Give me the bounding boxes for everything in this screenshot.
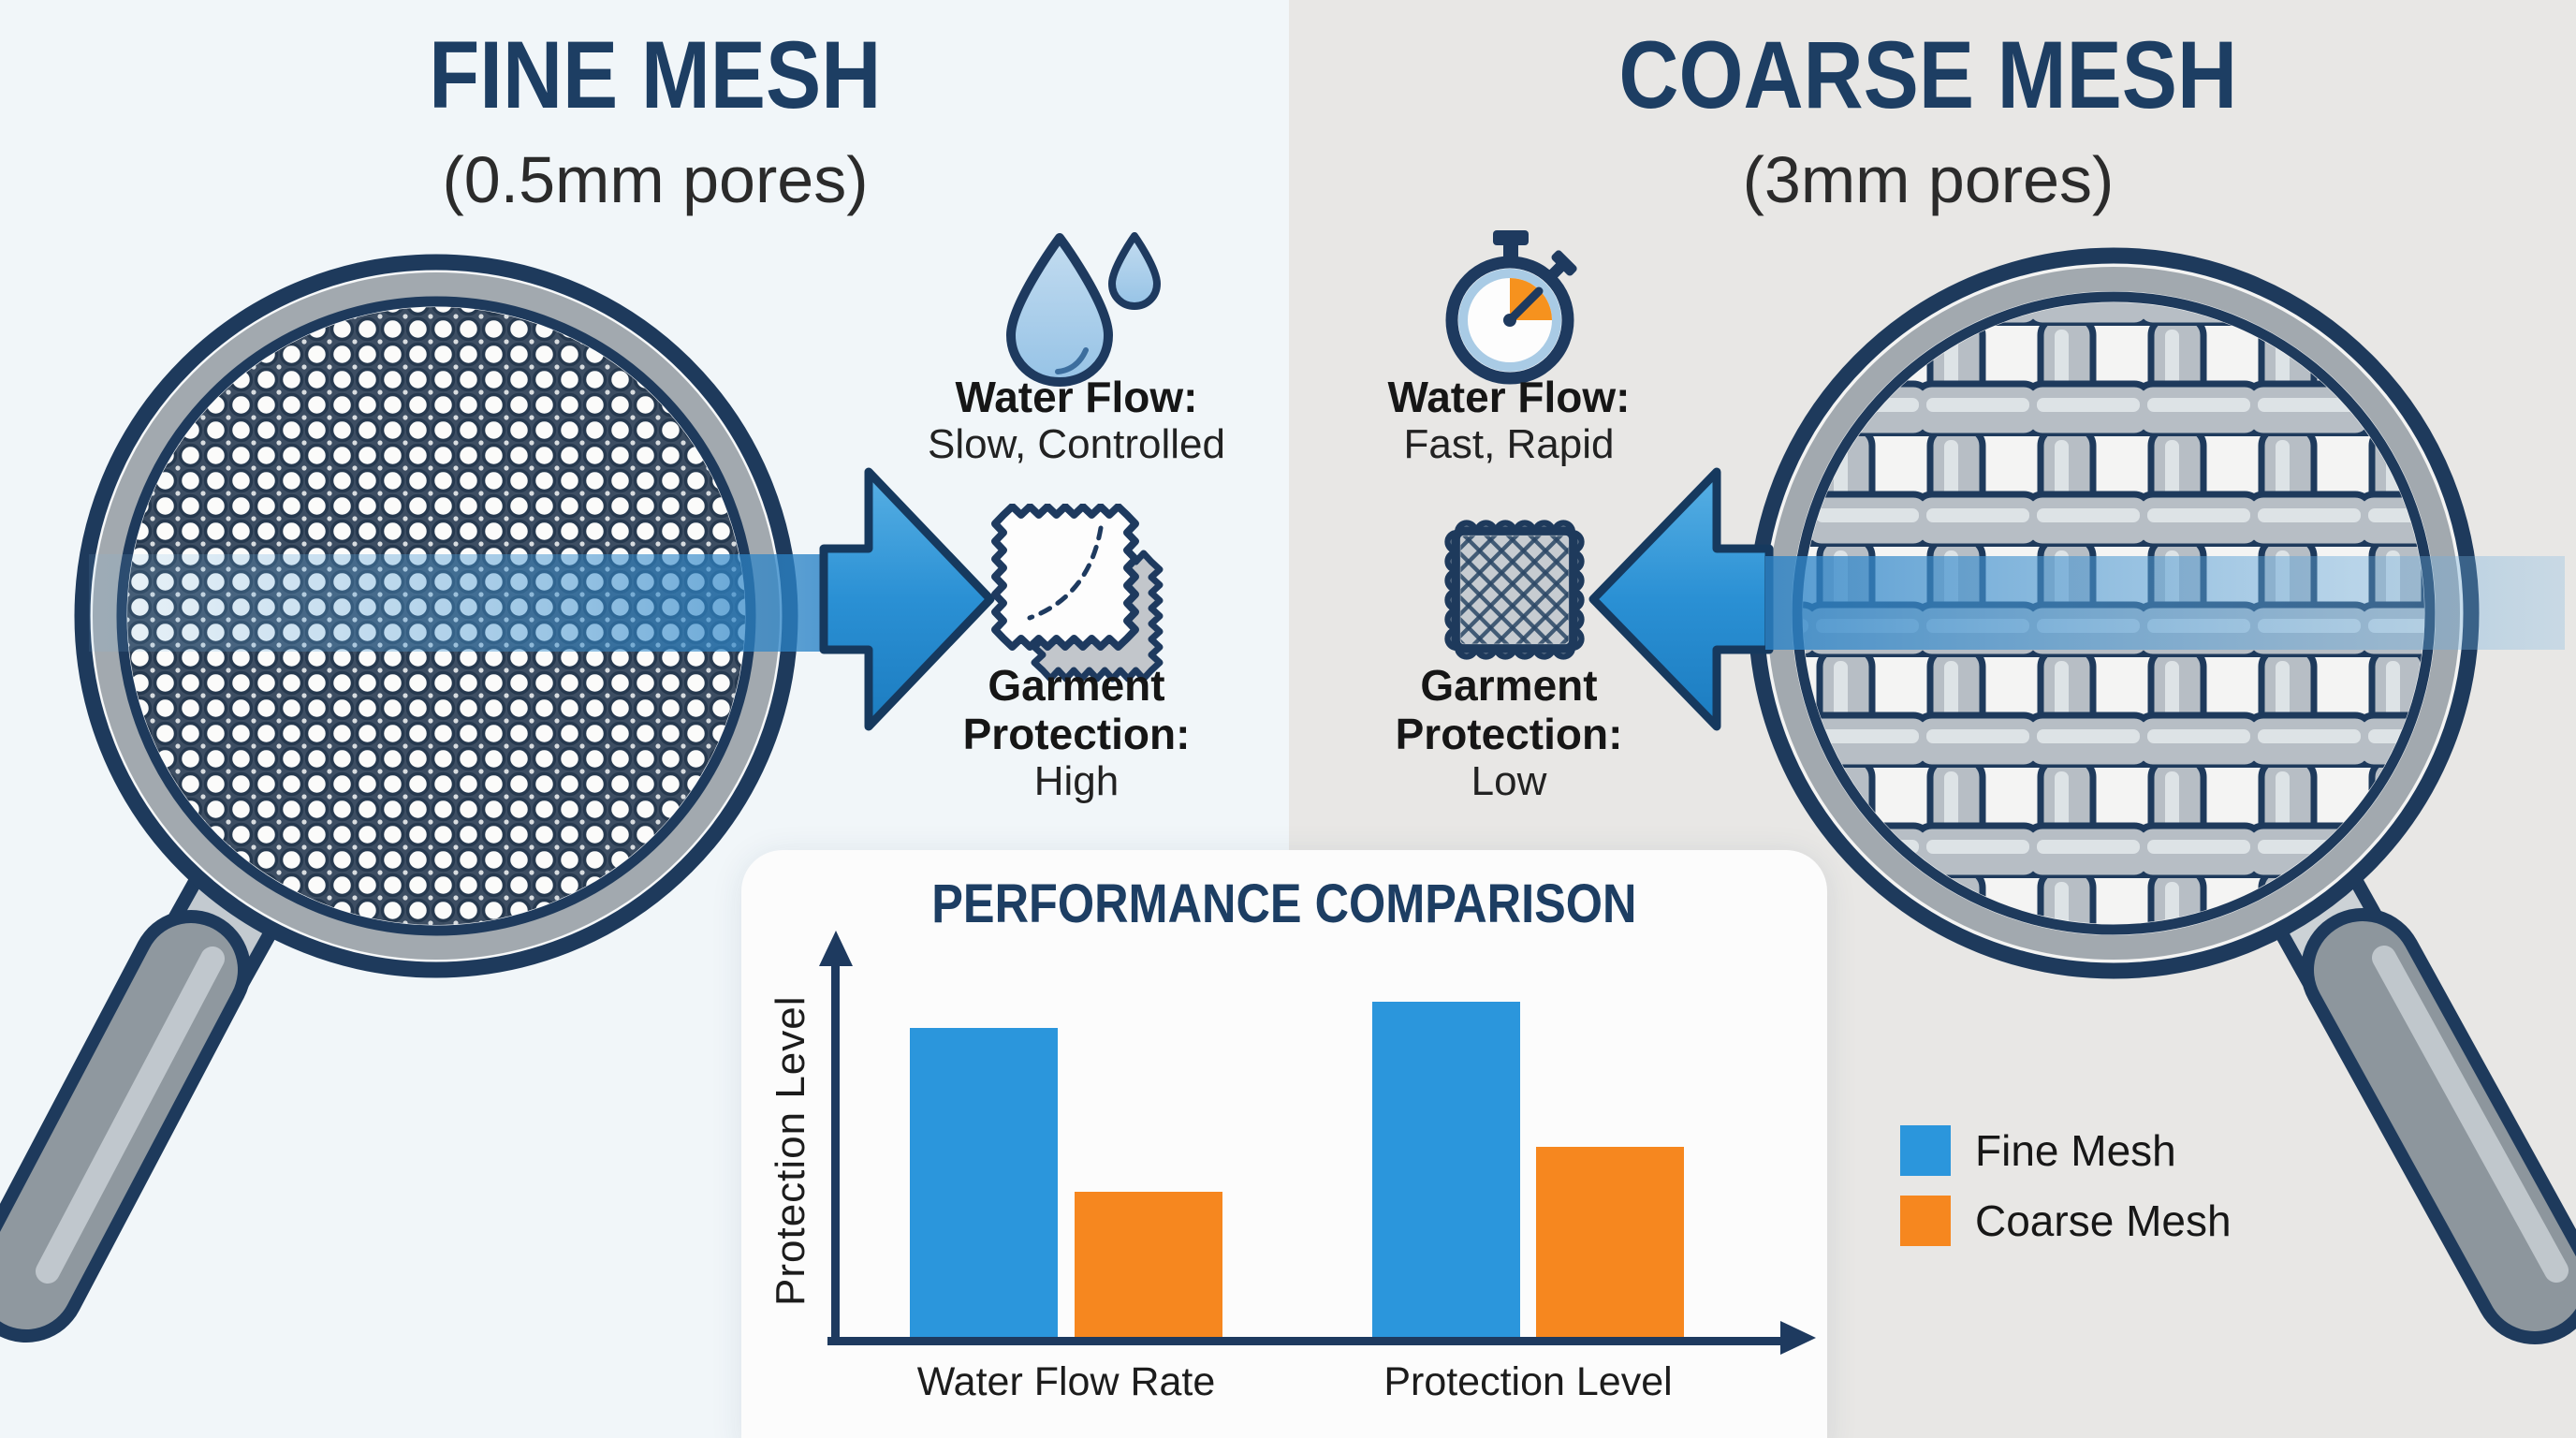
water-flow-value: Slow, Controlled bbox=[928, 421, 1225, 467]
bar-coarse-protection bbox=[1536, 1147, 1684, 1337]
fine-mesh-title: FINE MESH bbox=[234, 19, 1076, 131]
legend-swatch-fine bbox=[1900, 1125, 1951, 1176]
category-label-water-flow: Water Flow Rate bbox=[916, 1359, 1216, 1404]
magnifier-handle bbox=[2266, 869, 2576, 1344]
water-flow-label: Water Flow: bbox=[955, 373, 1198, 421]
stopwatch-icon bbox=[1445, 230, 1577, 385]
fine-mesh-title-text: FINE MESH bbox=[429, 22, 882, 128]
fine-water-flow-info: Water Flow: Slow, Controlled bbox=[889, 373, 1264, 468]
protection-value: High bbox=[1033, 758, 1120, 804]
magnifier-handle bbox=[0, 869, 285, 1343]
bar-fine-water-flow bbox=[910, 1028, 1058, 1337]
arrow-left-icon bbox=[1588, 467, 2565, 731]
fine-mesh-subtitle: (0.5mm pores) bbox=[442, 143, 869, 216]
water-flow-value: Fast, Rapid bbox=[1403, 421, 1615, 467]
coarse-mesh-title: COARSE MESH bbox=[1507, 19, 2349, 131]
mesh-patch-icon bbox=[1444, 520, 1585, 660]
y-axis-label: Protection Level bbox=[768, 995, 813, 1306]
fabric-swatch-icon bbox=[991, 504, 1164, 682]
legend-item-fine-mesh: Fine Mesh bbox=[1900, 1125, 2232, 1176]
x-axis-arrowhead-icon bbox=[1780, 1321, 1816, 1355]
legend-item-coarse-mesh: Coarse Mesh bbox=[1900, 1196, 2232, 1246]
y-axis bbox=[831, 964, 840, 1337]
arrow-right-icon bbox=[89, 467, 995, 731]
chart-title: PERFORMANCE COMPARISON bbox=[931, 873, 1637, 934]
coarse-mesh-title-text: COARSE MESH bbox=[1618, 22, 2238, 128]
coarse-water-flow-info: Water Flow: Fast, Rapid bbox=[1322, 373, 1696, 468]
bar-coarse-water-flow bbox=[1075, 1192, 1222, 1337]
legend-swatch-coarse bbox=[1900, 1196, 1951, 1246]
protection-value: Low bbox=[1471, 758, 1547, 804]
chart-legend: Fine Mesh Coarse Mesh bbox=[1900, 1125, 2232, 1266]
coarse-mesh-subtitle: (3mm pores) bbox=[1742, 143, 2115, 216]
performance-chart-panel: PERFORMANCE COMPARISON Protection Level … bbox=[741, 850, 1827, 1438]
y-axis-arrowhead-icon bbox=[819, 931, 853, 966]
bar-fine-protection bbox=[1372, 1002, 1520, 1337]
water-flow-band bbox=[89, 554, 827, 652]
arrow-right-shape bbox=[819, 467, 995, 731]
category-label-protection: Protection Level bbox=[1383, 1359, 1673, 1404]
water-drops-icon bbox=[1006, 232, 1161, 387]
coarse-protection-info: Garment Protection: Low bbox=[1322, 661, 1696, 805]
water-flow-label: Water Flow: bbox=[1387, 373, 1631, 421]
fine-protection-info: Garment Protection: High bbox=[889, 661, 1264, 805]
bar-chart-plot bbox=[827, 964, 1782, 1337]
x-axis bbox=[827, 1337, 1782, 1345]
water-flow-band bbox=[1765, 556, 2565, 650]
